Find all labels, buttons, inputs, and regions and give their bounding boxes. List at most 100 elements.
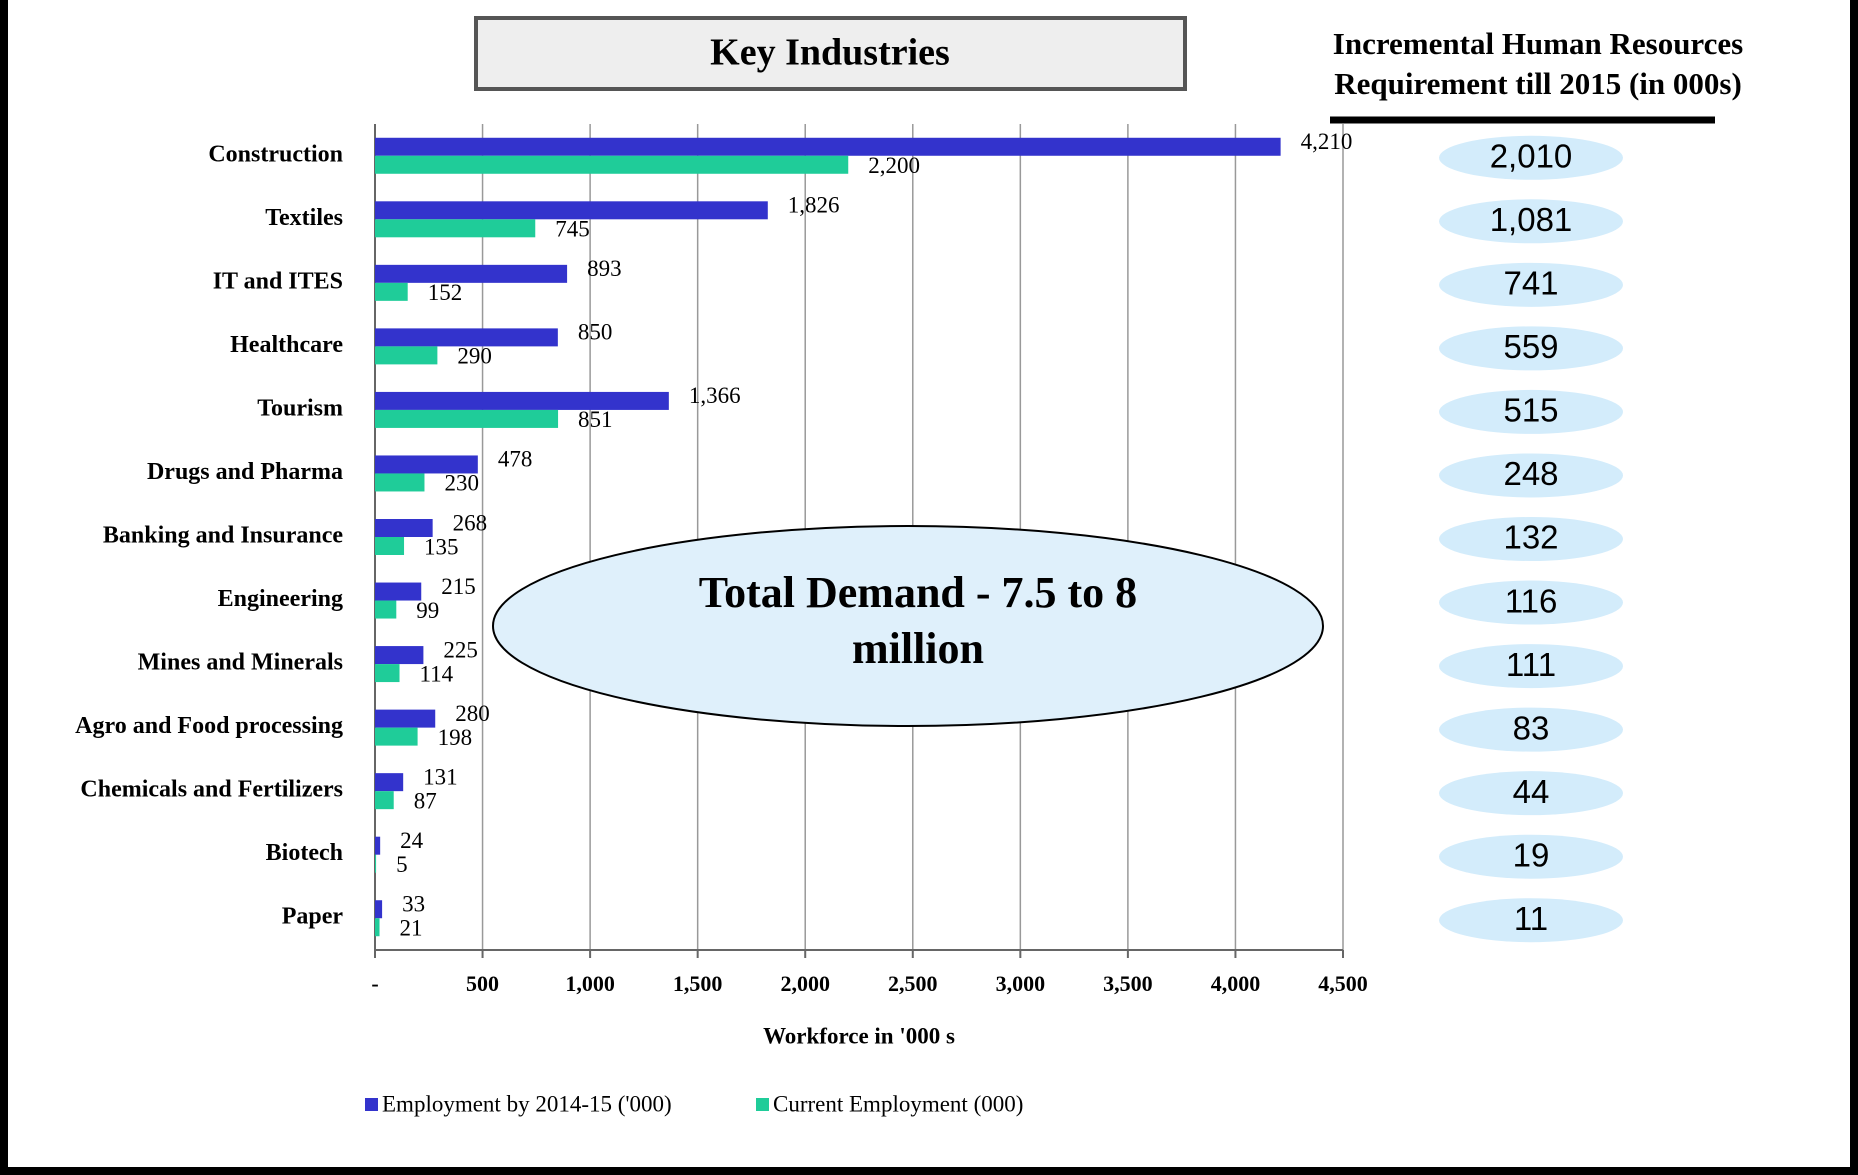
bar: [375, 328, 558, 347]
legend-swatch: [365, 1098, 378, 1111]
side-ellipse: [1439, 517, 1623, 561]
side-value: 11: [1514, 900, 1548, 937]
bar: [375, 155, 849, 174]
x-axis-label: Workforce in '000 s: [763, 1023, 955, 1048]
side-value: 116: [1505, 582, 1558, 619]
side-value: 44: [1513, 773, 1550, 810]
side-value: 2,010: [1490, 137, 1573, 174]
bar: [375, 773, 404, 792]
data-label: 1,826: [788, 193, 840, 218]
y-tick-label: Engineering: [218, 586, 343, 612]
side-ellipse: [1439, 389, 1623, 434]
side-title: Incremental Human Resources Requirement …: [1332, 26, 1744, 101]
side-ellipse: [1439, 707, 1623, 752]
y-tick-label: IT and ITES: [213, 268, 343, 294]
bar: [375, 664, 400, 683]
side-value: 515: [1503, 392, 1558, 429]
x-tick-label: 1,000: [565, 971, 615, 996]
x-tick-label: 3,500: [1103, 971, 1153, 996]
side-ellipse: [1439, 262, 1623, 307]
bar: [375, 900, 383, 919]
x-tick-label: -: [371, 971, 378, 996]
annotation: Total Demand - 7.5 to 8 million: [698, 568, 1138, 673]
bar: [375, 791, 394, 810]
side-value: 248: [1503, 455, 1558, 492]
title-box: [474, 16, 1187, 91]
data-label: 33: [402, 892, 425, 917]
y-tick-label: Construction: [208, 141, 343, 167]
data-label: 131: [423, 764, 458, 789]
data-label: 893: [587, 256, 622, 281]
bar: [375, 854, 377, 873]
side-ellipse: [1439, 199, 1623, 244]
bar: [375, 409, 559, 428]
data-label: 280: [455, 701, 490, 726]
bar: [375, 519, 433, 537]
bar: [375, 727, 418, 746]
data-label: 114: [420, 661, 454, 686]
bar: [375, 537, 405, 555]
x-tick-label: 4,000: [1211, 971, 1261, 996]
data-label: 152: [428, 280, 463, 305]
legend-swatch: [756, 1098, 769, 1111]
side-ellipse: [1439, 453, 1623, 498]
bar: [375, 346, 438, 365]
data-label: 99: [416, 598, 439, 623]
data-label: 230: [444, 471, 479, 496]
bar: [375, 282, 408, 301]
side-value: 132: [1503, 519, 1558, 556]
bar: [375, 836, 381, 855]
y-tick-label: Biotech: [266, 840, 343, 866]
side-value: 559: [1503, 328, 1558, 365]
bar: [375, 918, 380, 937]
data-label: 850: [578, 320, 613, 345]
bar: [375, 264, 568, 283]
chart-title: Key Industries: [710, 32, 950, 74]
data-label: 2,200: [868, 153, 920, 178]
side-value: 741: [1503, 265, 1558, 302]
y-tick-label: Banking and Insurance: [103, 523, 343, 549]
x-tick-label: 3,000: [996, 971, 1046, 996]
data-label: 135: [424, 534, 459, 559]
data-label: 225: [443, 637, 478, 662]
side-ellipse: [1439, 834, 1623, 879]
side-value: 111: [1506, 646, 1556, 683]
y-tick-label: Drugs and Pharma: [147, 459, 343, 485]
bar: [375, 473, 425, 492]
side-ellipse: [1439, 326, 1623, 371]
data-label: 21: [400, 916, 423, 941]
y-tick-label: Mines and Minerals: [138, 650, 343, 676]
annotation-ellipse: [492, 525, 1324, 727]
data-label: 5: [396, 852, 408, 877]
x-tick-label: 1,500: [673, 971, 723, 996]
bar: [375, 646, 424, 665]
y-tick-label: Healthcare: [230, 332, 343, 358]
bar: [375, 137, 1281, 156]
bar: [375, 600, 397, 619]
data-label: 215: [441, 574, 476, 599]
data-label: 87: [414, 788, 437, 813]
data-label: 198: [438, 725, 473, 750]
x-tick-label: 2,000: [780, 971, 830, 996]
side-ellipse: [1439, 644, 1623, 689]
x-tick-label: 4,500: [1318, 971, 1368, 996]
data-label: 290: [457, 344, 492, 369]
x-tick-label: 2,500: [888, 971, 938, 996]
y-tick-label: Paper: [282, 904, 344, 930]
data-label: 478: [498, 447, 533, 472]
bar: [375, 391, 669, 410]
bar: [375, 709, 436, 728]
data-label: 4,210: [1301, 129, 1353, 154]
bar: [375, 582, 422, 601]
bar: [375, 201, 768, 220]
x-tick-label: 500: [466, 971, 499, 996]
side-ellipse: [1439, 135, 1623, 180]
data-label: 851: [578, 407, 613, 432]
legend-label: Current Employment (000): [773, 1091, 1023, 1116]
side-value: 1,081: [1490, 201, 1573, 238]
y-tick-label: Agro and Food processing: [75, 713, 343, 739]
data-label: 268: [453, 510, 488, 535]
bar: [375, 219, 536, 238]
y-tick-label: Chemicals and Fertilizers: [80, 777, 343, 803]
